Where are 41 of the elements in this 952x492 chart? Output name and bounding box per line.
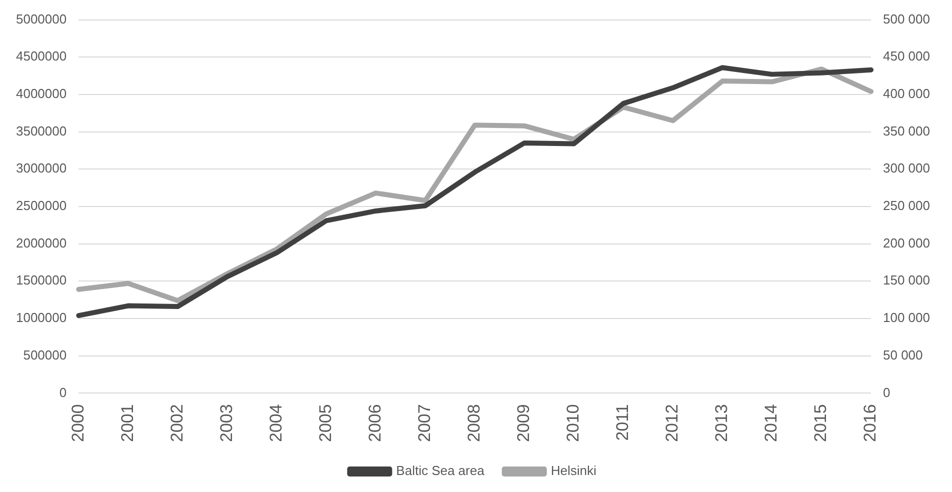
y2-tick-label: 50 000 bbox=[883, 347, 923, 362]
x-tick-label: 2008 bbox=[464, 404, 484, 442]
y2-tick-label: 200 000 bbox=[883, 235, 930, 250]
x-tick-label: 2014 bbox=[762, 404, 781, 442]
x-tick-label: 2007 bbox=[414, 404, 434, 442]
y-tick-label: 3500000 bbox=[16, 123, 67, 138]
x-tick-label: 2002 bbox=[167, 404, 186, 442]
x-tick-label: 2015 bbox=[811, 404, 830, 442]
x-tick-label: 2005 bbox=[316, 404, 335, 442]
y2-tick-label: 0 bbox=[883, 384, 890, 400]
y-tick-label: 1000000 bbox=[16, 310, 67, 326]
x-tick-label: 2009 bbox=[514, 404, 534, 442]
x-tick-label: 2016 bbox=[860, 404, 880, 442]
y-tick-label: 2000000 bbox=[16, 235, 67, 250]
x-tick-label: 2003 bbox=[216, 404, 236, 442]
y-tick-label: 4000000 bbox=[16, 86, 67, 102]
y2-tick-label: 100 000 bbox=[883, 310, 930, 326]
y2-tick-label: 150 000 bbox=[883, 272, 930, 288]
y-tick-label: 3000000 bbox=[16, 160, 67, 176]
y2-tick-label: 400 000 bbox=[883, 86, 930, 102]
y-tick-label: 500000 bbox=[23, 347, 67, 362]
x-tick-label: 2000 bbox=[68, 404, 88, 442]
y2-tick-label: 300 000 bbox=[883, 160, 930, 176]
y-tick-label: 4500000 bbox=[16, 48, 67, 64]
y2-tick-label: 350 000 bbox=[883, 123, 930, 138]
x-tick-label: 2010 bbox=[564, 404, 583, 442]
x-tick-label: 2004 bbox=[266, 404, 286, 442]
y-tick-label: 0 bbox=[59, 384, 67, 400]
x-tick-label: 2006 bbox=[365, 404, 384, 442]
y-tick-label: 2500000 bbox=[16, 198, 67, 214]
y-tick-label: 5000000 bbox=[16, 11, 67, 26]
x-tick-label: 2011 bbox=[613, 404, 632, 441]
legend-label: Baltic Sea area bbox=[396, 463, 486, 478]
x-tick-label: 2012 bbox=[662, 404, 682, 442]
y-tick-label: 1500000 bbox=[16, 272, 67, 288]
y2-tick-label: 450 000 bbox=[883, 48, 930, 64]
legend-label: Helsinki bbox=[550, 463, 596, 478]
x-tick-label: 2013 bbox=[712, 404, 732, 442]
x-tick-label: 2001 bbox=[118, 404, 137, 442]
y2-tick-label: 500 000 bbox=[883, 11, 930, 26]
y2-tick-label: 250 000 bbox=[883, 198, 930, 214]
